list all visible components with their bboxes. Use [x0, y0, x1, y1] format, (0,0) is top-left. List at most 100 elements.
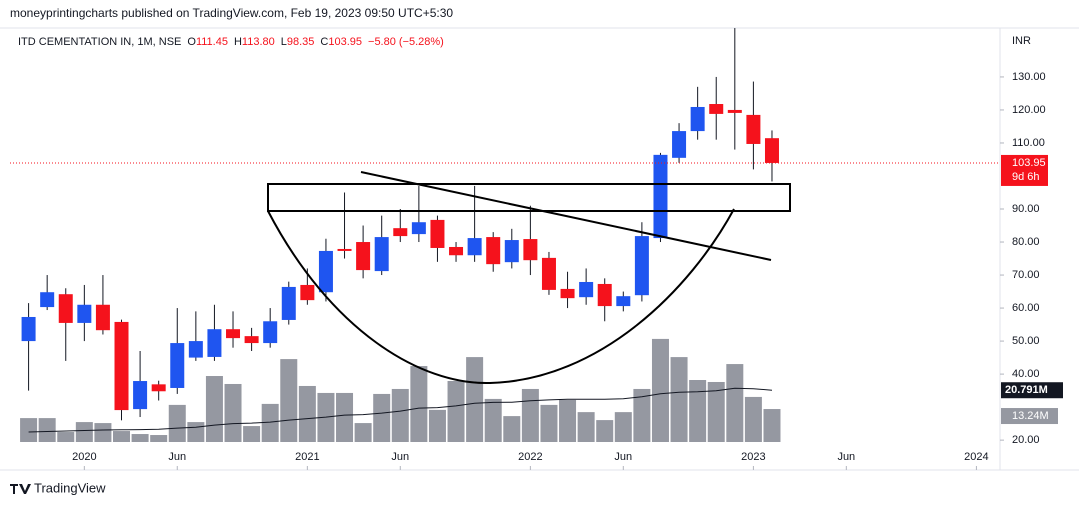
volume-bar: [503, 416, 521, 442]
footer-logo: [10, 484, 31, 494]
x-tick-label: Jun: [168, 451, 186, 463]
volume-bar: [763, 409, 781, 442]
volume-bar: [577, 412, 595, 442]
last-price-box: [1001, 154, 1048, 186]
y-tick-label: 40.00: [1012, 368, 1040, 380]
candle-body: [690, 106, 705, 132]
volume-box: [1001, 408, 1058, 425]
candle-body: [709, 104, 724, 114]
candle-body: [114, 321, 129, 411]
volume-layer: [20, 338, 781, 442]
volume-bar: [205, 376, 223, 442]
candle-body: [653, 154, 668, 239]
drawings: [267, 171, 791, 385]
volume-bar: [614, 412, 632, 442]
volume-ma-label: 20.791M: [1005, 384, 1048, 396]
trend-line: [360, 171, 772, 261]
candle-body: [188, 341, 203, 358]
volume-bar: [484, 398, 502, 442]
volume-bar: [373, 393, 391, 442]
volume-label: 13.24M: [1012, 410, 1049, 422]
candle-body: [523, 239, 538, 261]
y-tick-label: 120.00: [1012, 104, 1046, 116]
y-tick-label: 90.00: [1012, 203, 1040, 215]
publish-line: moneyprintingcharts published on Trading…: [10, 6, 453, 20]
candle-body: [337, 248, 352, 251]
volume-bar: [633, 388, 651, 442]
candle-body: [300, 284, 315, 301]
candle-body: [764, 138, 779, 163]
y-tick-label: 70.00: [1012, 269, 1040, 281]
volume-bar: [559, 399, 577, 442]
legend-key: H: [234, 36, 242, 48]
candle-body: [58, 294, 73, 323]
candle-body: [244, 336, 259, 344]
x-tick-label: Jun: [837, 451, 855, 463]
candle-body: [430, 219, 445, 248]
volume-ma-line: [28, 387, 773, 433]
x-tick-label: 2022: [518, 451, 542, 463]
legend-change: −5.80 (−5.28%): [368, 36, 444, 48]
candle-body: [616, 296, 631, 307]
candle-body: [727, 109, 742, 113]
axes: INR 130.00 120.00 110.00 90.00 80.00 70.00 60.0…: [10, 35, 1063, 470]
y-tick-label: 80.00: [1012, 236, 1040, 248]
volume-bar: [447, 380, 465, 442]
volume-bar: [168, 404, 186, 442]
cup-curve: [267, 208, 735, 385]
x-tick-label: 2020: [72, 451, 96, 463]
currency-label: INR: [1012, 35, 1031, 47]
volume-bar: [131, 434, 149, 442]
candle-body: [393, 228, 408, 237]
volume-bar: [670, 357, 688, 442]
volume-bar: [707, 381, 725, 442]
legend-value: 98.35: [287, 36, 315, 48]
x-tick-label: 2021: [295, 451, 319, 463]
volume-bar: [354, 423, 372, 442]
legend-key: C: [320, 36, 328, 48]
candle-body: [21, 316, 36, 342]
legend-value: 113.80: [242, 36, 275, 48]
candle-body: [579, 281, 594, 298]
candle-body: [207, 329, 222, 357]
candle-body: [672, 131, 687, 158]
candle-body: [504, 240, 519, 263]
volume-bar: [280, 359, 298, 442]
candle-layer: [21, 28, 779, 421]
symbol: ITD CEMENTATION IN, 1M, NSE: [18, 36, 181, 48]
y-tick-label: 20.00: [1012, 434, 1040, 446]
candle-body: [449, 246, 464, 256]
volume-bar: [336, 392, 354, 442]
y-tick-label: 60.00: [1012, 302, 1040, 314]
volume-bar: [521, 388, 539, 442]
legend-value: 103.95: [328, 36, 362, 48]
volume-bar: [94, 423, 112, 442]
volume-bar: [466, 357, 484, 442]
volume-bar: [726, 364, 744, 442]
volume-bar: [243, 426, 261, 442]
candle-body: [151, 384, 166, 392]
x-tick-label: 2023: [741, 451, 765, 463]
y-tick-label: 50.00: [1012, 335, 1040, 347]
footer-brand: TradingView: [34, 480, 106, 495]
volume-bar: [20, 418, 38, 442]
y-tick-label: 110.00: [1012, 137, 1045, 149]
resistance-box: [267, 183, 791, 212]
volume-bar: [150, 435, 168, 442]
candle-body: [281, 286, 296, 320]
y-tick-label: 130.00: [1012, 71, 1046, 83]
candle-body: [486, 237, 501, 265]
candle-body: [746, 114, 761, 144]
volume-bar: [391, 388, 409, 442]
candle-body: [560, 288, 575, 299]
candle-body: [77, 304, 92, 323]
volume-bar: [689, 379, 707, 442]
candle-body: [318, 250, 333, 293]
x-tick-label: Jun: [614, 451, 632, 463]
volume-bar: [113, 431, 131, 442]
legend-key: L: [281, 36, 287, 48]
volume-bar: [298, 385, 316, 442]
legend-value: 111.45: [196, 36, 228, 48]
